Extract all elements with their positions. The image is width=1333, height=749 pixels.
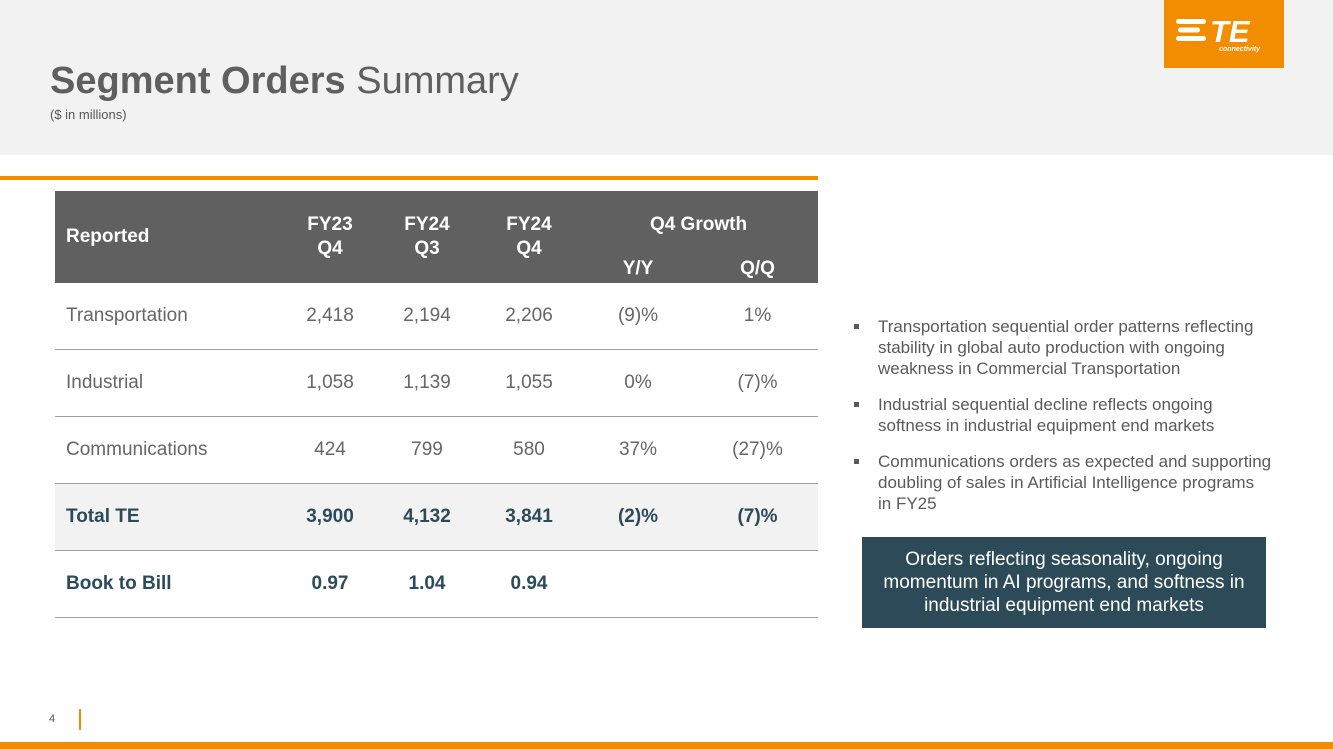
- page-subtitle: ($ in millions): [50, 107, 127, 122]
- cell-fy24-q4: 580: [479, 416, 579, 484]
- header-q4-growth: Q4 Growth: [579, 191, 818, 258]
- cell-qq: (27)%: [697, 416, 818, 484]
- page-number-divider: [79, 709, 81, 730]
- header-fy24-q4-line1: FY24: [506, 214, 552, 235]
- square-bullet-icon: [854, 459, 859, 464]
- logo-subtext: connectivity: [1219, 46, 1260, 53]
- header-qq: Q/Q: [697, 258, 818, 283]
- header-band: [0, 0, 1333, 155]
- row-label: Total TE: [55, 483, 285, 551]
- cell-fy23-q4: 424: [285, 416, 375, 484]
- table-row-transportation: Transportation 2,418 2,194 2,206 (9)% 1%: [55, 283, 818, 350]
- page-title-bold: Segment Orders: [50, 60, 346, 102]
- bullet-text: Communications orders as expected and su…: [878, 452, 1272, 513]
- page-title-light: Summary: [356, 60, 519, 102]
- table-header-row: Reported FY23 Q4 FY24 Q3 FY24 Q4 Q4 Growth: [55, 191, 818, 283]
- header-fy23-q4-line1: FY23: [307, 214, 353, 235]
- cell-qq: (7)%: [697, 483, 818, 551]
- te-logo-icon: TE: [1176, 16, 1251, 44]
- header-fy24-q3-line1: FY24: [404, 214, 450, 235]
- row-label: Transportation: [55, 283, 285, 350]
- row-label: Book to Bill: [55, 550, 285, 618]
- header-fy24-q3-line2: Q3: [414, 238, 440, 259]
- bullet-item: Communications orders as expected and su…: [852, 451, 1272, 514]
- square-bullet-icon: [854, 324, 859, 329]
- logo-text: TE: [1210, 16, 1251, 44]
- cell-qq: (7)%: [697, 349, 818, 417]
- cell-fy24-q4: 1,055: [479, 349, 579, 417]
- cell-fy24-q4: 3,841: [479, 483, 579, 551]
- segment-orders-table: Reported FY23 Q4 FY24 Q3 FY24 Q4 Q4 Growth …: [55, 191, 818, 618]
- page-number: 4: [49, 713, 56, 725]
- row-label: Communications: [55, 416, 285, 484]
- cell-qq: [697, 550, 818, 618]
- square-bullet-icon: [854, 402, 859, 407]
- commentary-bullets: Transportation sequential order patterns…: [852, 316, 1272, 529]
- cell-fy23-q4: 1,058: [285, 349, 375, 417]
- cell-yy: 0%: [579, 349, 697, 417]
- cell-fy24-q3: 1,139: [375, 349, 479, 417]
- cell-fy24-q4: 2,206: [479, 283, 579, 350]
- bottom-accent-bar: [0, 742, 1333, 749]
- table-row-industrial: Industrial 1,058 1,139 1,055 0% (7)%: [55, 349, 818, 417]
- header-yy: Y/Y: [579, 258, 697, 283]
- cell-qq: 1%: [697, 283, 818, 350]
- orange-divider: [0, 176, 818, 180]
- cell-fy24-q3: 2,194: [375, 283, 479, 350]
- table-row-book-to-bill: Book to Bill 0.97 1.04 0.94: [55, 550, 818, 618]
- bullet-item: Transportation sequential order patterns…: [852, 316, 1272, 379]
- cell-fy24-q4: 0.94: [479, 550, 579, 618]
- cell-yy: [579, 550, 697, 618]
- bullet-text: Transportation sequential order patterns…: [878, 317, 1254, 378]
- header-reported: Reported: [55, 191, 285, 283]
- header-fy23-q4: FY23 Q4: [285, 191, 375, 283]
- cell-yy: (2)%: [579, 483, 697, 551]
- cell-fy24-q3: 1.04: [375, 550, 479, 618]
- page-title: Segment Orders Summary: [50, 60, 519, 103]
- table-row-total: Total TE 3,900 4,132 3,841 (2)% (7)%: [55, 483, 818, 551]
- table-row-communications: Communications 424 799 580 37% (27)%: [55, 416, 818, 484]
- cell-yy: 37%: [579, 416, 697, 484]
- table-subheader-row: Y/Y Q/Q: [55, 258, 818, 283]
- cell-fy23-q4: 2,418: [285, 283, 375, 350]
- bullet-item: Industrial sequential decline reflects o…: [852, 394, 1272, 436]
- te-logo: TE connectivity: [1164, 0, 1284, 68]
- header-fy23-q4-line2: Q4: [317, 238, 343, 259]
- cell-yy: (9)%: [579, 283, 697, 350]
- header-fy24-q4-line2: Q4: [516, 238, 542, 259]
- cell-fy23-q4: 3,900: [285, 483, 375, 551]
- header-fy24-q3: FY24 Q3: [375, 191, 479, 283]
- row-label: Industrial: [55, 349, 285, 417]
- bullet-text: Industrial sequential decline reflects o…: [878, 395, 1215, 435]
- callout-box: Orders reflecting seasonality, ongoing m…: [862, 537, 1266, 628]
- cell-fy24-q3: 4,132: [375, 483, 479, 551]
- cell-fy24-q3: 799: [375, 416, 479, 484]
- cell-fy23-q4: 0.97: [285, 550, 375, 618]
- header-fy24-q4: FY24 Q4: [479, 191, 579, 283]
